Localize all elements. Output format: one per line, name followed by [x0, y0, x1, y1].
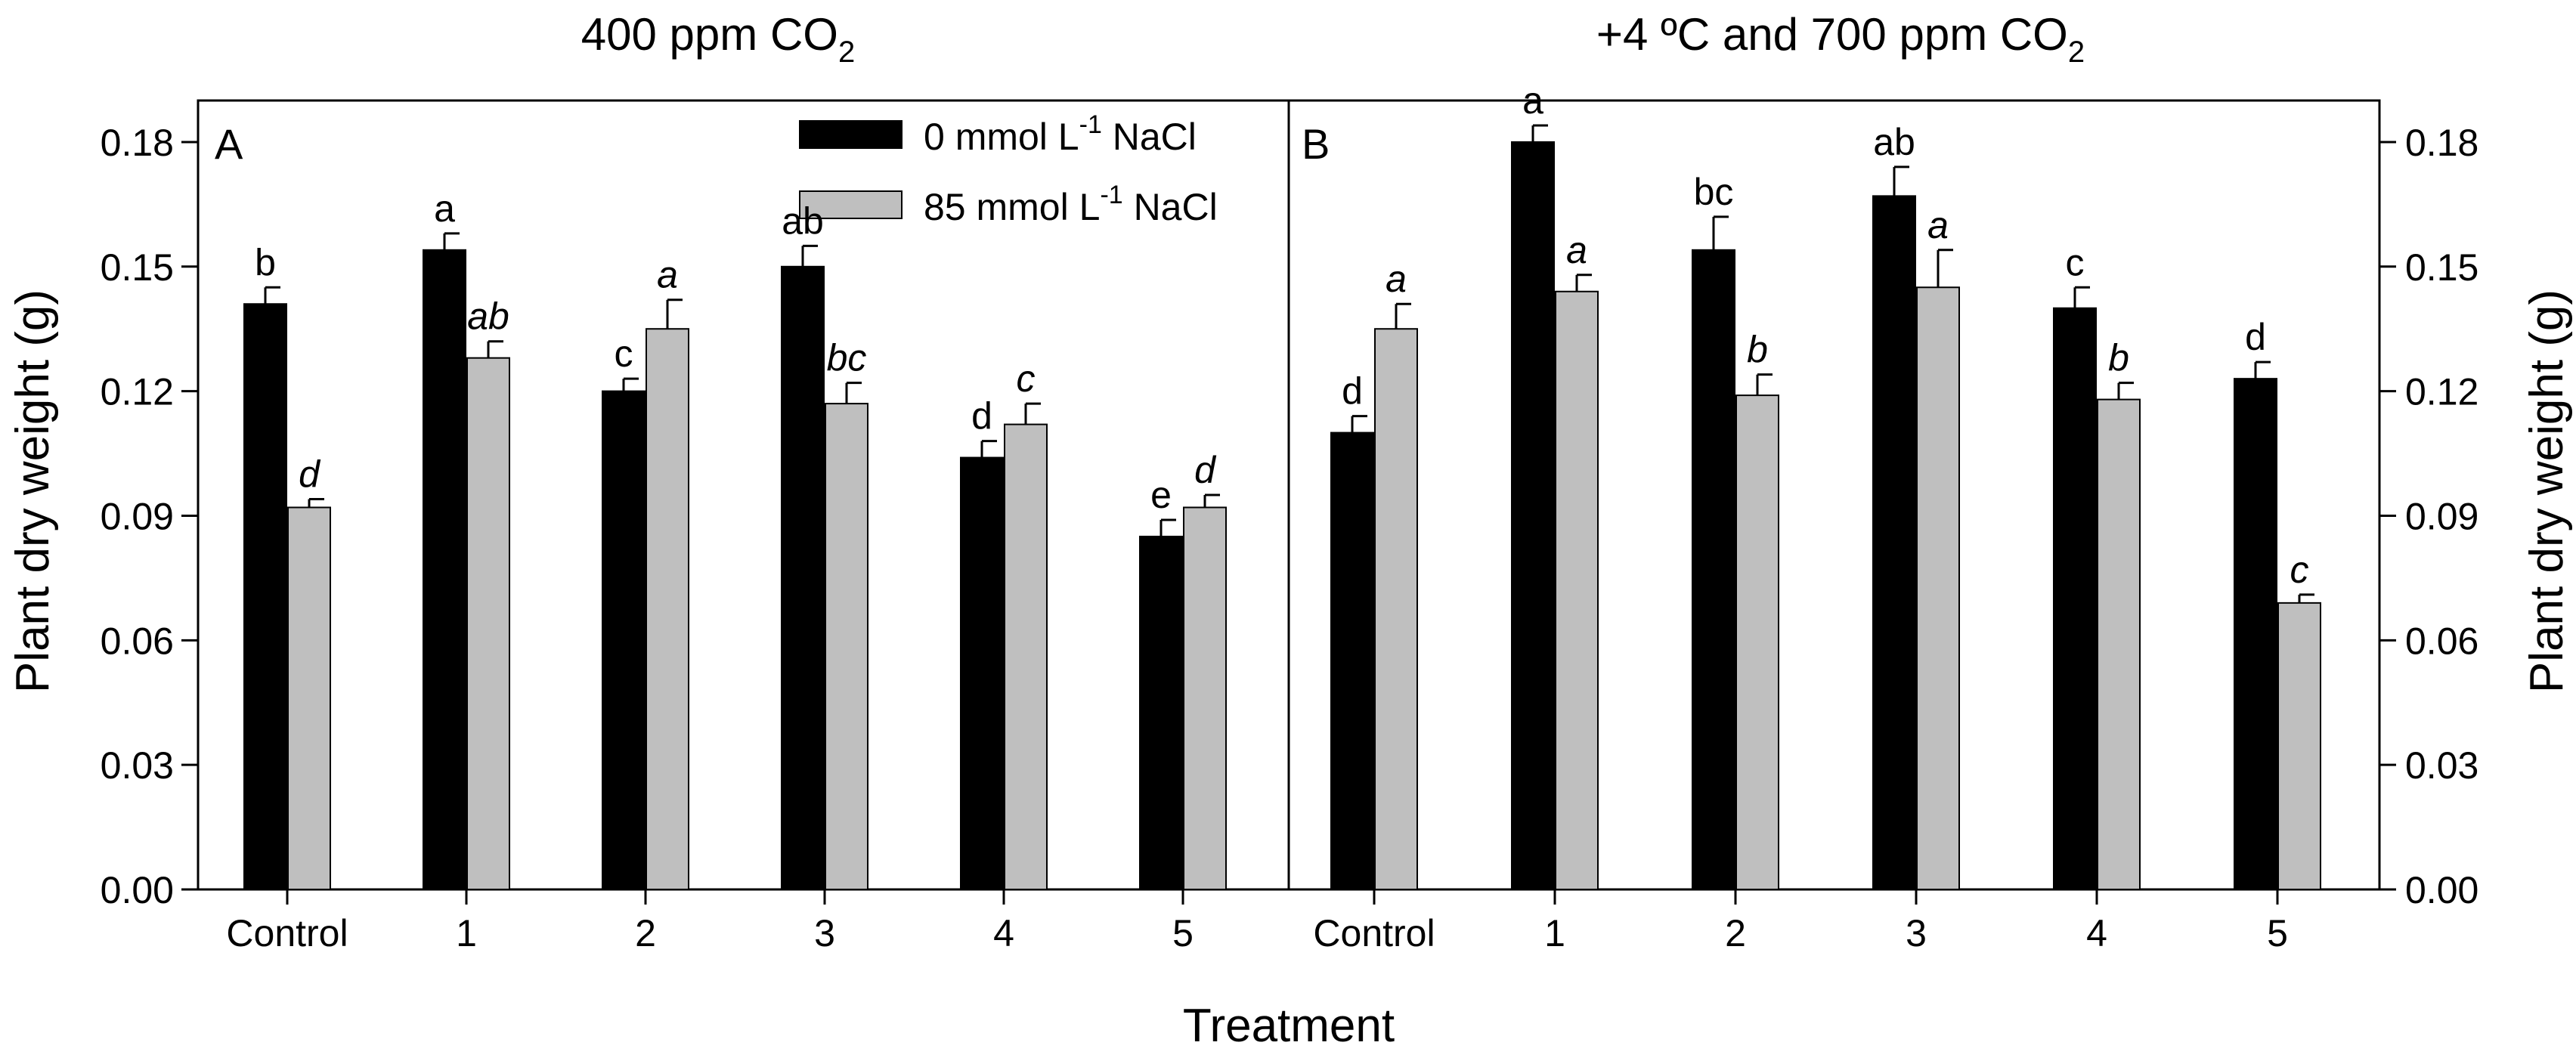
y-tick-label-b-3: 0.09 [2405, 495, 2478, 537]
significance-letter-a-1-0: d [299, 453, 321, 495]
bar-b-salt-2 [1735, 394, 1779, 890]
bar-a-salt-5 [1183, 506, 1227, 890]
significance-letter-a-0-0: b [255, 241, 276, 283]
y-tick-label-a-4: 0.12 [101, 371, 174, 413]
significance-letter-b-1-5: c [2290, 549, 2309, 591]
y-tick-label-b-4: 0.12 [2405, 371, 2478, 413]
panel-label-a: A [215, 120, 243, 168]
y-tick-label-a-1: 0.03 [101, 744, 174, 787]
significance-letter-b-1-2: b [1747, 329, 1768, 371]
bar-b-control-5 [2234, 378, 2277, 891]
panel-label-b: B [1302, 120, 1330, 168]
significance-letter-b-0-5: d [2245, 316, 2266, 358]
y-axis-label-right: Plant dry weight (g) [2521, 289, 2573, 693]
significance-letter-b-0-0: d [1342, 370, 1363, 413]
y-tick-label-a-3: 0.09 [101, 495, 174, 537]
bar-b-salt-4 [2097, 398, 2141, 890]
x-tick-label-a-1: 1 [456, 912, 477, 954]
x-tick-label-b-5: 5 [2267, 912, 2288, 954]
y-tick-label-a-6: 0.18 [101, 122, 174, 164]
y-tick-label-b-2: 0.06 [2405, 620, 2478, 662]
significance-letter-b-1-3: a [1927, 204, 1949, 246]
y-tick-label-b-6: 0.18 [2405, 122, 2478, 164]
x-tick-label-b-0: Control [1313, 912, 1435, 954]
bar-a-salt-2 [646, 328, 689, 891]
legend-swatch-salt [799, 190, 903, 219]
y-tick-label-a-0: 0.00 [101, 869, 174, 911]
y-tick-label-b-5: 0.15 [2405, 246, 2478, 289]
bar-a-salt-3 [825, 403, 868, 890]
significance-letter-a-0-4: d [971, 395, 992, 438]
y-tick-label-b-0: 0.00 [2405, 869, 2478, 911]
significance-letter-a-1-3: bc [827, 337, 867, 379]
y-tick-label-a-2: 0.06 [101, 620, 174, 662]
bar-b-control-0 [1330, 431, 1374, 890]
x-tick-label-b-3: 3 [1906, 912, 1927, 954]
significance-letter-a-1-1: ab [467, 295, 509, 338]
bar-a-control-4 [960, 456, 1004, 890]
significance-letter-a-0-1: a [434, 187, 455, 230]
significance-letter-b-0-1: a [1522, 79, 1543, 122]
significance-letter-b-0-4: c [2066, 241, 2085, 283]
bar-a-control-1 [423, 249, 466, 890]
x-tick-label-a-4: 4 [993, 912, 1014, 954]
significance-letter-a-1-2: a [657, 254, 678, 296]
bar-a-salt-1 [466, 357, 510, 890]
title-left: 400 ppm CO2 [581, 9, 855, 69]
legend-swatch-control [799, 120, 903, 149]
bar-b-control-3 [1872, 195, 1916, 890]
x-tick-label-a-5: 5 [1172, 912, 1194, 954]
bar-a-control-0 [243, 303, 287, 890]
significance-letter-b-1-0: a [1386, 258, 1407, 300]
bar-b-salt-3 [1916, 286, 1960, 890]
significance-letter-a-0-3: ab [782, 200, 824, 242]
bar-b-control-4 [2053, 307, 2097, 891]
significance-letter-b-0-2: bc [1694, 171, 1734, 213]
x-tick-label-b-4: 4 [2086, 912, 2107, 954]
significance-letter-b-1-1: a [1566, 229, 1587, 271]
legend-label-salt: 85 mmol L-1 NaCl [924, 181, 1218, 228]
y-axis-label-left: Plant dry weight (g) [7, 289, 59, 693]
legend-label-control: 0 mmol L-1 NaCl [924, 110, 1197, 158]
bar-b-salt-0 [1374, 328, 1418, 891]
x-tick-label-b-1: 1 [1544, 912, 1565, 954]
chart-marks: 0.000.030.060.090.120.150.18Controlbd1aa… [101, 79, 2479, 954]
bar-a-control-3 [781, 265, 825, 890]
bar-a-control-5 [1139, 535, 1183, 891]
bar-b-salt-5 [2277, 602, 2321, 890]
significance-letter-a-0-2: c [615, 332, 633, 375]
bar-b-salt-1 [1555, 290, 1599, 891]
significance-letter-a-1-5: d [1194, 449, 1217, 491]
significance-letter-b-0-3: ab [1873, 121, 1915, 163]
significance-letter-a-1-4: c [1017, 357, 1036, 400]
significance-letter-b-1-4: b [2108, 337, 2129, 379]
title-right: +4 ºC and 700 ppm CO2 [1596, 9, 2085, 69]
bar-a-control-2 [602, 390, 646, 890]
x-tick-label-b-2: 2 [1725, 912, 1746, 954]
bar-a-salt-0 [287, 506, 331, 890]
significance-letter-a-0-5: e [1150, 474, 1172, 516]
x-tick-label-a-2: 2 [635, 912, 656, 954]
x-axis-label: Treatment [1183, 1000, 1395, 1052]
x-tick-label-a-0: Control [226, 912, 348, 954]
bar-b-control-1 [1511, 141, 1555, 890]
plot-frame-b [1287, 99, 2381, 891]
y-tick-label-b-1: 0.03 [2405, 744, 2478, 787]
x-tick-label-a-3: 3 [814, 912, 835, 954]
legend: 0 mmol L-1 NaCl 85 mmol L-1 NaCl [799, 110, 1218, 228]
bar-a-salt-4 [1004, 423, 1048, 890]
y-tick-label-a-5: 0.15 [101, 246, 174, 289]
bar-b-control-2 [1692, 249, 1735, 890]
